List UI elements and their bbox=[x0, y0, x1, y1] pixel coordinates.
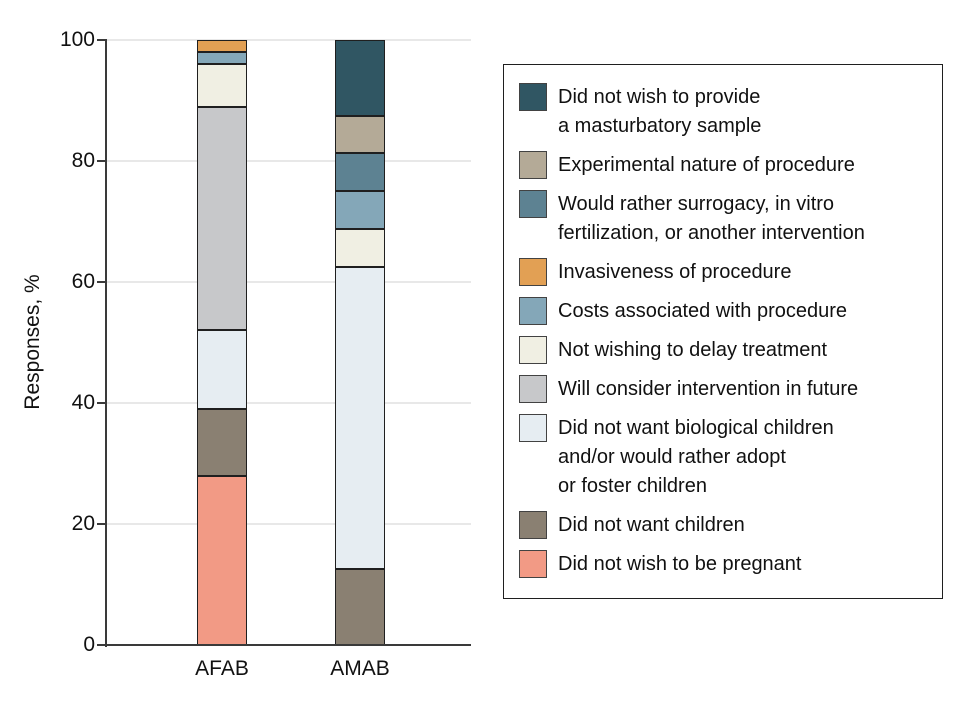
bar-segment-surrogacy_ivf bbox=[335, 153, 385, 192]
legend-label-delay_treatment: Not wishing to delay treatment bbox=[558, 339, 828, 361]
y-tick-0 bbox=[97, 644, 106, 646]
bar-segment-masturbatory_sample bbox=[335, 40, 385, 116]
y-tick-label-20: 20 bbox=[71, 512, 95, 535]
bar-segment-no_children bbox=[197, 409, 247, 476]
bar-segment-consider_future bbox=[197, 106, 247, 331]
x-axis-line bbox=[105, 644, 471, 646]
legend-swatch-invasiveness bbox=[519, 258, 547, 286]
gridline-20 bbox=[107, 523, 471, 525]
bar-segment-delay_treatment bbox=[335, 229, 385, 267]
legend-swatch-no_children bbox=[519, 511, 547, 539]
legend-row-costs: Costs associated with procedure bbox=[519, 297, 934, 326]
bar-segment-costs bbox=[197, 52, 247, 65]
legend-label-masturbatory_sample: Did not wish to provide a masturbatory s… bbox=[558, 86, 762, 137]
legend-swatch-no_pregnancy bbox=[519, 550, 547, 578]
legend-row-consider_future: Will consider intervention in future bbox=[519, 375, 934, 404]
legend-row-invasiveness: Invasiveness of procedure bbox=[519, 258, 934, 287]
legend-swatch-surrogacy_ivf bbox=[519, 190, 547, 218]
legend-label-no_children: Did not want children bbox=[558, 514, 745, 536]
y-tick-label-60: 60 bbox=[71, 270, 95, 293]
legend-row-no_biological_children: Did not want biological children and/or … bbox=[519, 414, 934, 501]
y-axis-line bbox=[105, 39, 107, 647]
bar-segment-delay_treatment bbox=[197, 64, 247, 107]
legend-label-experimental_nature: Experimental nature of procedure bbox=[558, 154, 855, 176]
y-tick-label-100: 100 bbox=[59, 28, 95, 51]
legend-label-consider_future: Will consider intervention in future bbox=[558, 378, 859, 400]
y-tick-60 bbox=[97, 281, 106, 283]
y-tick-label-0: 0 bbox=[83, 633, 95, 656]
legend-swatch-masturbatory_sample bbox=[519, 83, 547, 111]
bar-segment-costs bbox=[335, 191, 385, 230]
legend-box: Did not wish to provide a masturbatory s… bbox=[503, 64, 943, 599]
y-tick-40 bbox=[97, 402, 106, 404]
legend-row-delay_treatment: Not wishing to delay treatment bbox=[519, 336, 934, 365]
legend-row-no_pregnancy: Did not wish to be pregnant bbox=[519, 550, 934, 579]
gridline-80 bbox=[107, 160, 471, 162]
legend-label-invasiveness: Invasiveness of procedure bbox=[558, 261, 792, 283]
legend-swatch-consider_future bbox=[519, 375, 547, 403]
bar-segment-experimental_nature bbox=[335, 115, 385, 154]
bar-segment-no_children bbox=[335, 569, 385, 645]
legend-label-surrogacy_ivf: Would rather surrogacy, in vitro fertili… bbox=[558, 193, 865, 244]
legend-label-costs: Costs associated with procedure bbox=[558, 300, 848, 322]
legend-swatch-no_biological_children bbox=[519, 414, 547, 442]
legend-row-surrogacy_ivf: Would rather surrogacy, in vitro fertili… bbox=[519, 190, 934, 248]
x-category-label-amab: AMAB bbox=[330, 657, 390, 680]
y-tick-label-80: 80 bbox=[71, 149, 95, 172]
legend-row-masturbatory_sample: Did not wish to provide a masturbatory s… bbox=[519, 83, 934, 141]
bar-segment-no_biological_children bbox=[197, 330, 247, 410]
bar-segment-no_biological_children bbox=[335, 266, 385, 570]
bar-afab bbox=[197, 40, 247, 645]
legend-row-no_children: Did not want children bbox=[519, 511, 934, 540]
bar-segment-invasiveness bbox=[197, 40, 247, 53]
y-tick-label-40: 40 bbox=[71, 391, 95, 414]
y-tick-20 bbox=[97, 523, 106, 525]
gridline-60 bbox=[107, 281, 471, 283]
legend-swatch-experimental_nature bbox=[519, 151, 547, 179]
bar-amab bbox=[335, 40, 385, 645]
legend-swatch-costs bbox=[519, 297, 547, 325]
gridline-40 bbox=[107, 402, 471, 404]
y-tick-80 bbox=[97, 160, 106, 162]
x-category-label-afab: AFAB bbox=[195, 657, 249, 680]
legend-row-experimental_nature: Experimental nature of procedure bbox=[519, 151, 934, 180]
y-tick-100 bbox=[97, 39, 106, 41]
bar-segment-no_pregnancy bbox=[197, 475, 247, 645]
gridline-100 bbox=[107, 39, 471, 41]
legend-label-no_biological_children: Did not want biological children and/or … bbox=[558, 417, 834, 497]
legend-swatch-delay_treatment bbox=[519, 336, 547, 364]
legend-label-no_pregnancy: Did not wish to be pregnant bbox=[558, 553, 802, 575]
